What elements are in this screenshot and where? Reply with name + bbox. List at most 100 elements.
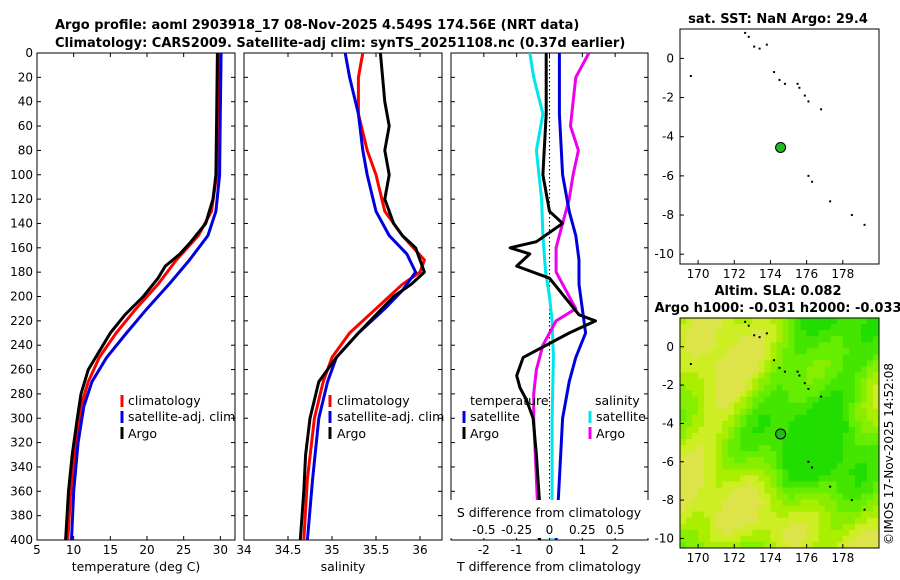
sla-cell [866,487,874,495]
sla-cell [698,433,705,440]
sla-cell [842,541,850,548]
sla-cell [788,408,796,416]
sla-cell [716,378,723,386]
difference-label-backdrop [448,500,650,538]
legend-climatology: climatology [337,393,410,408]
sla-cell [818,517,826,525]
sla-cell [824,360,832,368]
sla-cell [770,390,778,398]
sla-cell [842,523,850,531]
sla-cell [788,517,796,525]
sla-cell [680,324,687,331]
sla-cell [704,463,711,470]
sla-cell [842,499,850,507]
sla-cell [842,402,850,410]
sla-cell [848,348,856,355]
sla-cell [794,487,802,495]
sla-cell [758,541,766,548]
sla-cell [794,523,802,531]
sla-cell [830,390,838,398]
sla-cell [746,354,753,361]
sla-cell [692,451,699,458]
sla-cell [716,529,723,537]
sla-cell [866,541,874,548]
sla-cell [764,469,772,476]
sla-cell [722,378,729,386]
sla-cell [746,529,753,537]
sla-cell [758,396,766,404]
sla-cell [872,475,879,483]
sla-cell [854,360,862,368]
sla-cell [782,366,790,374]
sla-cell [782,360,790,368]
sla-cell [770,523,778,531]
sla-cell [800,384,808,392]
x-tick-label: 172 [723,267,746,281]
sla-cell [734,493,741,501]
sla-cell [716,414,723,422]
sla-cell [716,493,723,501]
sla-cell [842,469,850,476]
sla-cell [770,384,778,392]
sla-cell [800,499,808,507]
sla-cell [692,445,699,452]
sla-cell [752,378,759,386]
sla-cell [752,420,759,428]
sla-cell [686,463,693,470]
sla-cell [782,493,790,501]
sla-cell [800,426,808,434]
sla-cell [716,366,723,374]
sla-cell [770,360,778,368]
sla-cell [722,396,729,404]
sla-cell [680,475,687,483]
sla-cell [716,481,723,489]
sla-cell [728,481,735,489]
y-tick-label: -8 [662,208,674,222]
sla-cell [686,541,693,548]
sla-cell [776,372,784,380]
sla-cell [770,475,778,483]
sla-cell [812,487,820,495]
sla-cell [710,342,717,349]
sla-cell [848,517,856,525]
sla-cell [848,378,856,386]
x-tick-label: 170 [687,551,710,565]
sla-cell [830,402,838,410]
sla-cell [680,378,687,386]
sla-cell [842,433,850,440]
sla-cell [812,523,820,531]
sla-cell [824,463,832,470]
sla-cell [746,433,753,440]
sla-cell [806,336,814,343]
sla-cell [752,457,759,464]
sla-cell [752,426,759,434]
y-tick-label: -10 [654,247,674,261]
sla-cell [770,433,778,440]
island [803,382,806,385]
sla-cell [770,451,778,458]
sla-cell [776,342,784,349]
sla-cell [782,487,790,495]
sla-cell [824,414,832,422]
x-tick-label: 35 [324,543,339,557]
sla-cell [764,342,772,349]
sla-cell [824,408,832,416]
sla-cell [794,445,802,452]
sla-cell [818,439,826,446]
sla-cell [848,523,856,531]
sla-cell [848,414,856,422]
sla-cell [716,541,723,548]
sla-cell [770,372,778,380]
island [850,214,853,217]
sla-cell [830,511,838,519]
sla-cell [830,324,838,331]
sla-cell [728,439,735,446]
sla-cell [818,475,826,483]
sla-cell [698,499,705,507]
sla-cell [872,360,879,368]
sla-cell [722,360,729,368]
sla-cell [764,360,772,368]
sla-cell [722,487,729,495]
sla-cell [830,366,838,374]
y-tick-label: 340 [10,460,33,474]
